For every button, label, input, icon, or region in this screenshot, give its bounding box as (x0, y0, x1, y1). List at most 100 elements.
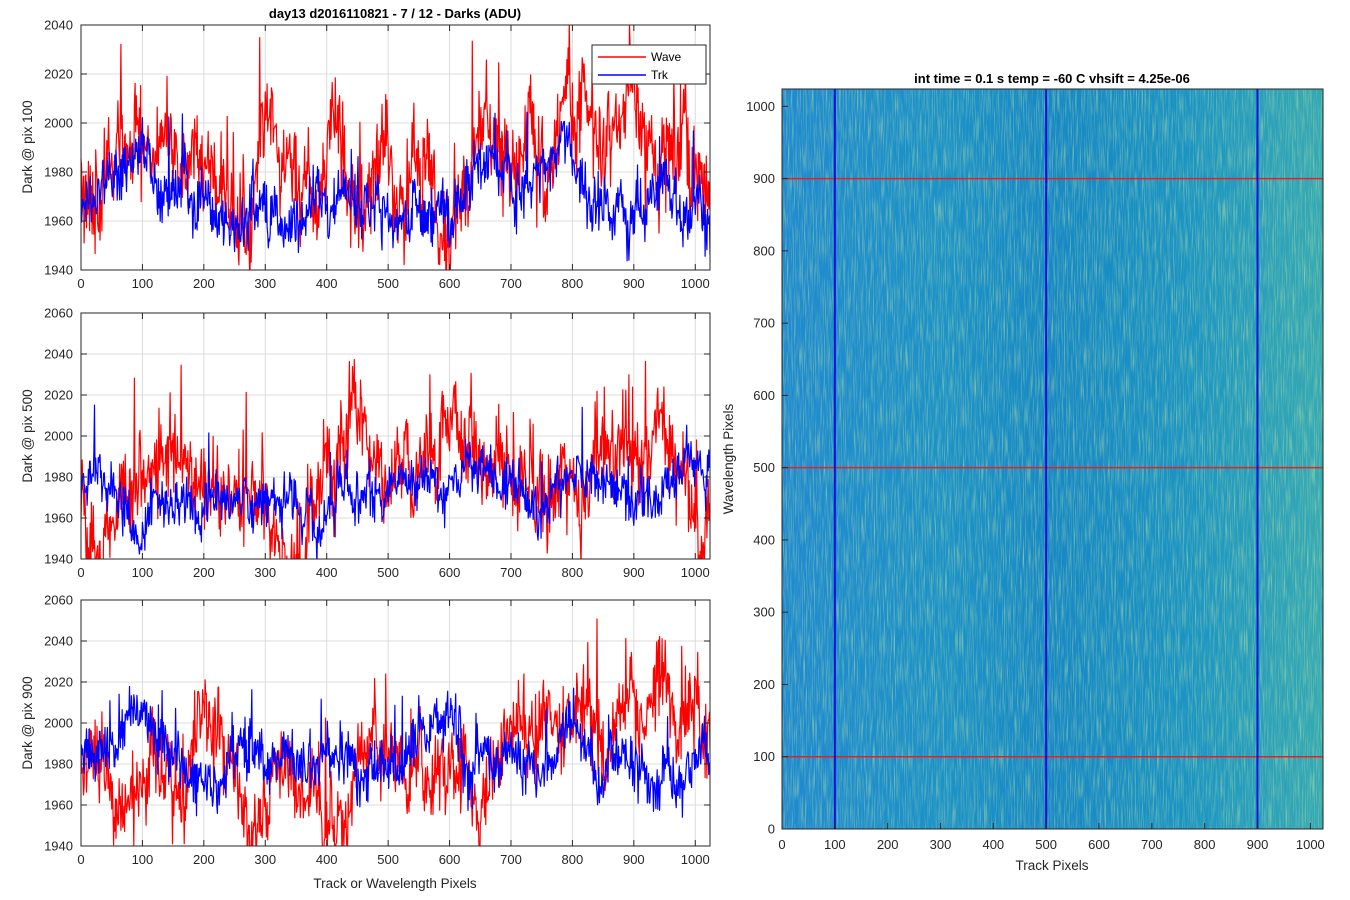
y-tick-label: 2040 (44, 634, 73, 649)
x-tick-label: 900 (623, 852, 645, 867)
x-tick-label: 400 (316, 565, 338, 580)
heatmap-y-tick-label: 0 (768, 822, 775, 837)
heatmap-y-tick-label: 200 (753, 677, 775, 692)
x-tick-label: 200 (193, 276, 215, 291)
x-tick-label: 300 (254, 852, 276, 867)
x-tick-label: 400 (316, 276, 338, 291)
heatmap-x-tick-label: 100 (824, 837, 846, 852)
legend-label-trk: Trk (651, 68, 669, 82)
grid-pix100 (80, 24, 710, 271)
heatmap-y-tick-label: 100 (753, 749, 775, 764)
heatmap-x-tick-label: 600 (1088, 837, 1110, 852)
y-tick-label: 2020 (44, 388, 73, 403)
series-group-pix900 (81, 618, 710, 846)
heatmap-x-tick-label: 0 (778, 837, 785, 852)
series-line-wave (81, 25, 710, 270)
x-tick-label: 700 (500, 852, 522, 867)
heatmap-y-tick-label: 700 (753, 316, 775, 331)
heatmap-y-tick-label: 300 (753, 605, 775, 620)
series-line-wave (81, 618, 710, 846)
y-tick-label: 1960 (44, 511, 73, 526)
y-tick-label: 1980 (44, 470, 73, 485)
y-tick-label: 1960 (44, 798, 73, 813)
heatmap-x-tick-label: 1000 (1296, 837, 1325, 852)
y-tick-label: 2040 (44, 18, 73, 33)
x-tick-label: 500 (377, 565, 399, 580)
heatmap-y-tick-label: 800 (753, 243, 775, 258)
line-panel-pix900: 0 100 200 300 400 500 600 700 800 900 1000 1940 1960… (20, 593, 711, 891)
ticks-pix900: 0 100 200 300 400 500 600 700 800 900 1000 1940 1960… (44, 593, 710, 867)
y-tick-label: 1980 (44, 165, 73, 180)
y-tick-label: 2000 (44, 116, 73, 131)
series-group-pix500 (81, 358, 710, 559)
heatmap-texture (782, 89, 1323, 829)
y-tick-label: 2060 (44, 593, 73, 608)
ticks-pix100: 0 100 200 300 400 500 600 700 800 900 1000 1940 1960… (44, 18, 710, 291)
x-tick-label: 100 (132, 565, 154, 580)
x-axis-label-bottom: Track or Wavelength Pixels (313, 876, 477, 891)
y-axis-label-pix900: Dark @ pix 900 (20, 676, 35, 769)
x-tick-label: 200 (193, 852, 215, 867)
heatmap-y-axis-label: Wavelength Pixels (721, 403, 736, 514)
heatmap-x-tick-label: 300 (930, 837, 952, 852)
x-tick-label: 300 (254, 276, 276, 291)
y-tick-label: 1960 (44, 214, 73, 229)
y-tick-label: 2020 (44, 67, 73, 82)
heatmap-frame (781, 88, 1324, 830)
y-tick-label: 2000 (44, 429, 73, 444)
x-tick-label: 800 (562, 565, 584, 580)
x-tick-label: 500 (377, 852, 399, 867)
heatmap-title: int time = 0.1 s temp = -60 C vhsift = 4… (914, 71, 1190, 86)
x-tick-label: 100 (132, 276, 154, 291)
series-line-trk (81, 111, 710, 262)
x-tick-label: 300 (254, 565, 276, 580)
chart-title: day13 d2016110821 - 7 / 12 - Darks (ADU) (269, 6, 521, 21)
heatmap-y-tick-label: 400 (753, 532, 775, 547)
x-tick-label: 900 (623, 565, 645, 580)
x-tick-label: 700 (500, 276, 522, 291)
y-tick-label: 1980 (44, 757, 73, 772)
series-line-trk (81, 404, 710, 559)
y-tick-label: 1940 (44, 839, 73, 854)
x-tick-label: 400 (316, 852, 338, 867)
y-axis-label-pix100: Dark @ pix 100 (20, 100, 35, 193)
plot-frame-pix100 (80, 24, 711, 271)
y-tick-label: 2040 (44, 347, 73, 362)
line-panel-pix100: 0 100 200 300 400 500 600 700 800 900 1000 1940 1960… (20, 6, 711, 291)
legend-box (591, 44, 707, 85)
x-tick-label: 200 (193, 565, 215, 580)
heatmap-x-tick-label: 500 (1035, 837, 1057, 852)
heatmap-y-tick-label: 1000 (746, 99, 775, 114)
series-line-trk (81, 685, 710, 818)
x-tick-label: 0 (77, 565, 84, 580)
x-tick-label: 600 (439, 276, 461, 291)
y-tick-label: 1940 (44, 263, 73, 278)
x-tick-label: 1000 (681, 852, 710, 867)
heatmap-x-tick-label: 700 (1141, 837, 1163, 852)
x-tick-label: 1000 (681, 565, 710, 580)
x-tick-label: 800 (562, 276, 584, 291)
x-tick-label: 100 (132, 852, 154, 867)
y-axis-label-pix500: Dark @ pix 500 (20, 389, 35, 482)
heatmap-panel: 0 100 200 300 400 500 600 700 800 900 1000 0 100 200 3… (721, 71, 1325, 873)
x-tick-label: 0 (77, 276, 84, 291)
legend: Wave Trk (591, 44, 707, 85)
x-tick-label: 0 (77, 852, 84, 867)
heatmap-ticks: 0 100 200 300 400 500 600 700 800 900 1000 0 100 200 3… (746, 99, 1325, 852)
heatmap-y-tick-label: 600 (753, 388, 775, 403)
line-panel-pix500: 0 100 200 300 400 500 600 700 800 900 1000 1940 1960… (20, 306, 711, 580)
heatmap-x-tick-label: 200 (877, 837, 899, 852)
legend-label-wave: Wave (651, 50, 682, 64)
heatmap-y-tick-label: 900 (753, 171, 775, 186)
x-tick-label: 600 (439, 852, 461, 867)
y-tick-label: 2060 (44, 306, 73, 321)
y-tick-label: 1940 (44, 552, 73, 567)
heatmap-x-tick-label: 900 (1247, 837, 1269, 852)
x-tick-label: 800 (562, 852, 584, 867)
x-tick-label: 600 (439, 565, 461, 580)
series-group-pix100 (81, 25, 710, 270)
y-tick-label: 2000 (44, 716, 73, 731)
x-tick-label: 500 (377, 276, 399, 291)
y-tick-label: 2020 (44, 675, 73, 690)
